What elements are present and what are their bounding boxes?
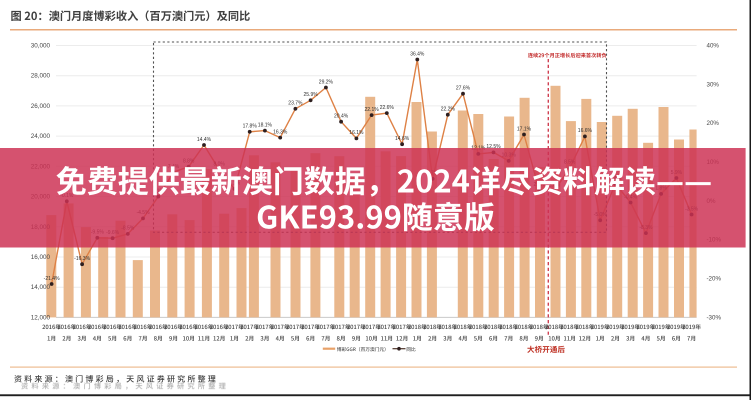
svg-text:17.1%: 17.1% bbox=[517, 126, 532, 132]
svg-text:17.8%: 17.8% bbox=[243, 124, 258, 130]
svg-text:14.4%: 14.4% bbox=[197, 137, 212, 143]
svg-text:-20%: -20% bbox=[707, 276, 722, 283]
svg-text:-21.4%: -21.4% bbox=[44, 276, 60, 282]
svg-text:30%: 30% bbox=[707, 81, 720, 88]
svg-text:12.5%: 12.5% bbox=[486, 144, 501, 150]
svg-text:16.1%: 16.1% bbox=[349, 130, 364, 136]
svg-text:26,000: 26,000 bbox=[31, 103, 51, 110]
svg-text:20%: 20% bbox=[707, 120, 720, 127]
svg-text:29.2%: 29.2% bbox=[319, 79, 334, 85]
svg-text:24,000: 24,000 bbox=[31, 133, 51, 140]
svg-text:27.6%: 27.6% bbox=[456, 86, 471, 92]
svg-text:16.3%: 16.3% bbox=[273, 129, 288, 135]
svg-text:12,000: 12,000 bbox=[31, 314, 51, 321]
svg-text:14,000: 14,000 bbox=[31, 284, 51, 291]
svg-text:25.9%: 25.9% bbox=[304, 92, 319, 98]
svg-text:16.6%: 16.6% bbox=[578, 128, 593, 134]
svg-text:22.6%: 22.6% bbox=[380, 105, 395, 111]
svg-text:18.1%: 18.1% bbox=[258, 122, 273, 128]
svg-text:-30%: -30% bbox=[707, 314, 722, 321]
svg-text:28,000: 28,000 bbox=[31, 73, 51, 80]
svg-text:-16.3%: -16.3% bbox=[74, 256, 90, 262]
svg-text:36.4%: 36.4% bbox=[410, 51, 425, 57]
svg-text:22.2%: 22.2% bbox=[441, 107, 456, 113]
svg-text:22.1%: 22.1% bbox=[365, 107, 380, 113]
svg-text:14.6%: 14.6% bbox=[395, 136, 410, 142]
svg-text:40%: 40% bbox=[707, 43, 720, 50]
svg-text:30,000: 30,000 bbox=[31, 43, 51, 50]
svg-text:23.7%: 23.7% bbox=[288, 101, 303, 107]
svg-text:16,000: 16,000 bbox=[31, 254, 51, 261]
svg-text:20.4%: 20.4% bbox=[334, 114, 349, 120]
